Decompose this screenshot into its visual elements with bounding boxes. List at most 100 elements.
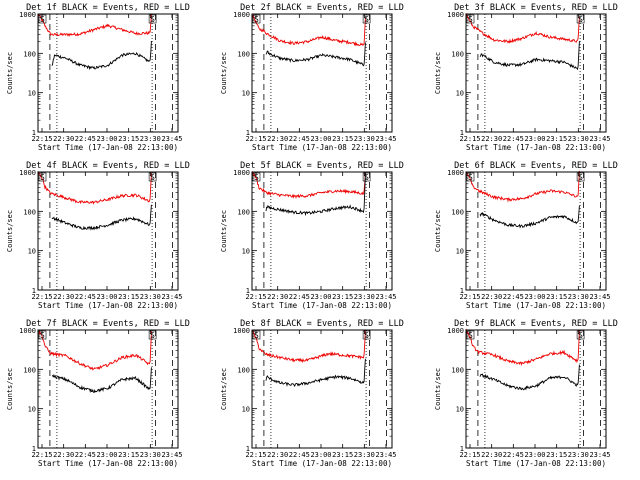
x-tick-label: 23:45: [161, 293, 182, 301]
x-tick-label: 22:30: [267, 451, 288, 459]
y-tick-label: 1000: [447, 327, 464, 335]
x-tick-label: 23:30: [354, 135, 375, 143]
x-tick-label: 23:45: [161, 451, 182, 459]
y-tick-label: 10: [242, 90, 250, 98]
saa-marker-label: S: [364, 173, 369, 182]
x-tick-label: 22:30: [481, 293, 502, 301]
x-axis-label: Start Time (17-Jan-08 22:13:00): [252, 459, 392, 468]
x-tick-label: 22:30: [53, 451, 74, 459]
x-axis-label: Start Time (17-Jan-08 22:13:00): [466, 459, 606, 468]
saa-marker-box: [148, 330, 157, 340]
plot-frame: [37, 171, 179, 291]
x-tick-label: 22:30: [53, 293, 74, 301]
y-axis-label: Counts/sec: [6, 210, 14, 252]
saa-marker-label: S: [254, 15, 259, 24]
y-axis-label: Counts/sec: [434, 210, 442, 252]
x-tick-label: 22:45: [503, 451, 524, 459]
x-tick-label: 23:45: [375, 451, 396, 459]
x-tick-label: 23:45: [589, 451, 610, 459]
saa-marker-label: S: [40, 173, 45, 182]
saa-marker-box: [252, 172, 261, 182]
x-tick-label: 23:30: [568, 293, 589, 301]
y-tick-label: 100: [237, 366, 250, 374]
x-tick-label: 23:00: [524, 293, 545, 301]
x-tick-label: 22:15: [31, 451, 52, 459]
panel-det-1f: Det 1f BLACK = Events, RED = LLD Counts/s…: [6, 3, 190, 152]
y-tick-label: 10: [28, 248, 36, 256]
y-tick-label: 100: [23, 50, 36, 58]
saa-marker-box: [466, 330, 475, 340]
y-tick-label: 100: [237, 50, 250, 58]
series-line-events: [265, 172, 366, 217]
x-tick-label: 23:00: [524, 451, 545, 459]
saa-marker-box: [362, 330, 371, 340]
saa-marker-box: [362, 172, 371, 182]
series-line-events: [265, 358, 366, 388]
saa-marker-label: S: [150, 173, 155, 182]
plot-frame: [465, 329, 607, 449]
series-line-lld: [251, 170, 366, 199]
plot-frame: [251, 13, 393, 133]
x-tick-label: 23:30: [354, 451, 375, 459]
y-tick-label: 100: [237, 208, 250, 216]
y-axis-label: Counts/sec: [6, 52, 14, 94]
x-axis-label: Start Time (17-Jan-08 22:13:00): [38, 301, 178, 310]
x-tick-label: 23:45: [375, 135, 396, 143]
x-tick-label: 23:15: [332, 135, 353, 143]
y-tick-label: 1: [246, 129, 250, 137]
y-tick-label: 1000: [233, 169, 250, 177]
x-tick-label: 23:00: [310, 135, 331, 143]
series-line-lld: [37, 171, 152, 205]
y-tick-label: 10: [456, 90, 464, 98]
x-tick-label: 22:45: [289, 451, 310, 459]
saa-marker-label: S: [150, 15, 155, 24]
x-tick-label: 22:15: [245, 135, 266, 143]
y-tick-label: 1: [246, 287, 250, 295]
x-tick-label: 23:30: [568, 135, 589, 143]
x-tick-label: 23:00: [96, 135, 117, 143]
saa-marker-box: [576, 172, 585, 182]
x-tick-label: 23:00: [310, 293, 331, 301]
saa-marker-box: [252, 14, 261, 24]
saa-marker-label: S: [364, 15, 369, 24]
panel-title: Det 2f BLACK = Events, RED = LLD: [240, 3, 404, 13]
x-tick-label: 23:30: [140, 135, 161, 143]
plot-frame: [37, 13, 179, 133]
saa-marker-label: S: [364, 331, 369, 340]
x-axis-label: Start Time (17-Jan-08 22:13:00): [466, 301, 606, 310]
series-line-events: [479, 41, 580, 71]
y-tick-label: 1: [460, 129, 464, 137]
panel-title: Det 5f BLACK = Events, RED = LLD: [240, 161, 404, 171]
x-tick-label: 23:15: [546, 293, 567, 301]
panel-det-8f: Det 8f BLACK = Events, RED = LLD Counts/s…: [220, 319, 404, 468]
x-tick-label: 23:45: [589, 135, 610, 143]
panel-title: Det 9f BLACK = Events, RED = LLD: [454, 319, 618, 329]
saa-marker-label: S: [578, 173, 583, 182]
x-tick-label: 22:45: [75, 135, 96, 143]
saa-marker-box: [576, 330, 585, 340]
series-line-events: [51, 204, 152, 231]
x-tick-label: 23:30: [140, 293, 161, 301]
y-tick-label: 1: [32, 287, 36, 295]
x-tick-label: 22:15: [245, 293, 266, 301]
saa-marker-label: S: [468, 173, 473, 182]
saa-marker-box: [466, 172, 475, 182]
panel-title: Det 3f BLACK = Events, RED = LLD: [454, 3, 618, 13]
y-tick-label: 1000: [447, 169, 464, 177]
y-tick-label: 100: [451, 50, 464, 58]
series-line-events: [265, 42, 366, 67]
x-tick-label: 22:30: [267, 135, 288, 143]
x-tick-label: 22:15: [459, 293, 480, 301]
x-tick-label: 23:15: [546, 135, 567, 143]
x-tick-label: 22:30: [53, 135, 74, 143]
plot-frame: [465, 13, 607, 133]
x-axis-label: Start Time (17-Jan-08 22:13:00): [38, 459, 178, 468]
x-tick-label: 23:15: [332, 451, 353, 459]
panel-title: Det 7f BLACK = Events, RED = LLD: [26, 319, 190, 329]
y-axis-label: Counts/sec: [220, 52, 228, 94]
series-line-events: [51, 40, 152, 71]
x-tick-label: 23:45: [375, 293, 396, 301]
x-tick-label: 22:15: [459, 135, 480, 143]
x-tick-label: 22:45: [289, 135, 310, 143]
